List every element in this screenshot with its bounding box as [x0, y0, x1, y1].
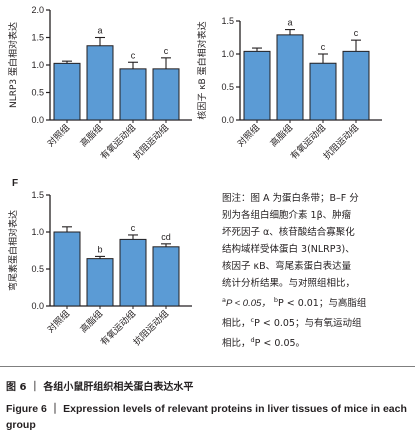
bar	[342, 50, 370, 121]
note-stat: P < 0.01；与高脂组	[277, 298, 367, 310]
bar	[86, 258, 114, 307]
y-tick-label: 2.0	[31, 5, 44, 15]
y-tick-label: 1.5	[31, 190, 44, 200]
y-tick-label: 1.0	[31, 227, 44, 237]
significance-label: b	[97, 244, 102, 254]
note-line: 相比，dP < 0.05。	[222, 332, 410, 352]
significance-label: c	[354, 28, 359, 38]
note-line: 相比，cP < 0.05；与有氧运动组	[222, 312, 410, 332]
significance-label: c	[131, 223, 136, 233]
note-line: 核因子 κB、弯尾素蛋白表达量	[222, 261, 352, 272]
bar	[276, 34, 304, 121]
caption-chinese: 图 6 ｜ 各组小鼠肝组织相关蛋白表达水平	[6, 382, 194, 393]
bar	[243, 50, 271, 121]
note-stat: P < 0.05，	[225, 298, 271, 310]
significance-label: cd	[161, 232, 171, 242]
y-tick-label: 1.0	[221, 49, 234, 59]
caption-divider	[0, 366, 415, 367]
x-category-label: 高脂组	[78, 122, 106, 150]
y-tick-label: 0.5	[31, 264, 44, 274]
significance-label: c	[131, 50, 136, 60]
note-text: 相比，	[222, 338, 251, 350]
x-category-label: 抗阻运动组	[321, 122, 361, 162]
bar	[309, 62, 337, 121]
bar	[119, 68, 147, 121]
note-sup: c	[250, 316, 255, 325]
note-line: 坏死因子 α、核苷酸结合寡聚化	[222, 227, 355, 238]
y-tick-label: 0.5	[31, 88, 44, 98]
x-category-label: 高脂组	[268, 122, 296, 150]
note-line: 别为各组白细胞介素 1β、肿瘤	[222, 210, 352, 221]
bar	[53, 62, 81, 121]
y-tick-label: 0.0	[31, 301, 44, 311]
note-sup: b	[273, 296, 278, 304]
bar	[152, 68, 180, 121]
note-sup: a	[222, 296, 226, 304]
y-tick-label: 0.5	[221, 82, 234, 92]
note-line: aP < 0.05， bP < 0.01；与高脂组	[222, 292, 410, 312]
bar	[53, 231, 81, 307]
x-category-label: 对照组	[45, 122, 73, 150]
y-tick-label: 1.5	[221, 16, 234, 26]
figure-note: 图注：图 A 为蛋白条带；B–F 分 别为各组白细胞介素 1β、肿瘤 坏死因子 …	[222, 190, 410, 352]
significance-label: a	[287, 18, 292, 28]
caption-english: Figure 6 ｜ Expression levels of relevant…	[6, 403, 407, 431]
y-axis-label: 核因子 κB 蛋白相对表达	[196, 21, 208, 119]
bar	[86, 45, 114, 121]
note-stat: P < 0.05；与有氧运动组	[254, 318, 362, 330]
significance-label: c	[164, 46, 169, 56]
x-category-label: 高脂组	[78, 308, 106, 336]
y-tick-label: 1.5	[31, 33, 44, 43]
y-axis-label: 弯尾素蛋白相对表达	[7, 210, 19, 291]
x-category-label: 抗阻运动组	[131, 308, 171, 348]
note-stat: P < 0.05。	[254, 338, 306, 350]
note-text: 相比，	[222, 318, 251, 330]
y-tick-label: 1.0	[31, 60, 44, 70]
x-category-label: 抗阻运动组	[131, 122, 171, 162]
significance-label: c	[321, 42, 326, 52]
y-tick-label: 0.0	[31, 115, 44, 125]
note-line: 图注：图 A 为蛋白条带；B–F 分	[222, 193, 359, 204]
bar	[152, 246, 180, 307]
y-tick-label: 0.0	[221, 115, 234, 125]
x-category-label: 对照组	[235, 122, 263, 150]
bar	[119, 238, 147, 307]
y-axis-label: NLRP3 蛋白相对表达	[7, 22, 19, 108]
panel-label: F	[12, 178, 18, 189]
note-sup: d	[250, 336, 255, 345]
note-line: 统计分析结果。与对照组相比，	[222, 278, 356, 289]
note-line: 结构域样受体蛋白 3(NLRP3)、	[222, 244, 355, 255]
significance-label: a	[97, 26, 102, 36]
x-category-label: 对照组	[45, 308, 73, 336]
